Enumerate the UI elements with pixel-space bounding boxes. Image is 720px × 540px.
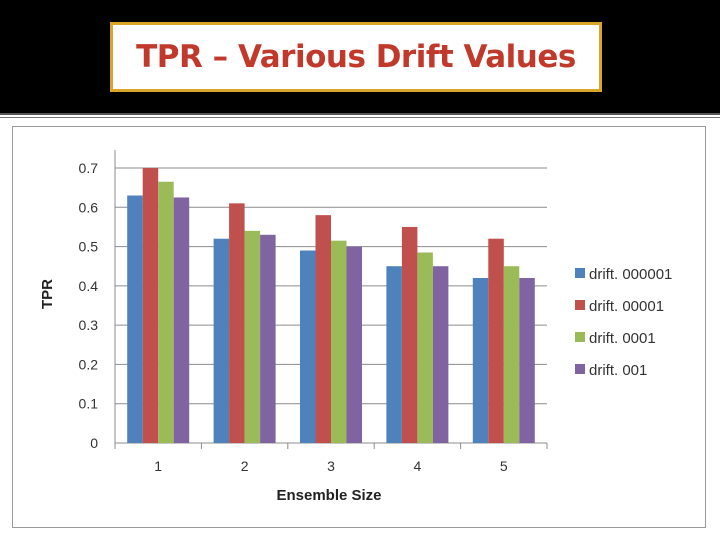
slide-title-box: TPR – Various Drift Values [110,22,602,92]
y-tick-label: 0.6 [79,199,99,215]
bar [472,278,489,443]
legend-swatch [575,268,585,278]
legend-swatch [575,300,585,310]
bar [386,266,402,443]
bar [519,278,535,443]
legend-label: drift. 001 [589,362,647,379]
bar [488,238,504,443]
y-tick-label: 0 [90,435,98,451]
y-tick-label: 0.1 [79,396,99,412]
x-tick-label: 2 [241,458,249,474]
x-tick-label: 1 [154,458,162,474]
bar [213,238,230,443]
bar [417,252,433,443]
legend-swatch [575,364,585,374]
y-axis-title: TPR [39,279,56,309]
legend-label: drift. 000001 [589,266,672,283]
bar [315,215,331,443]
bar [432,266,449,443]
bar [173,197,190,443]
divider-line [0,113,720,115]
bar [229,203,245,443]
y-tick-label: 0.3 [79,317,99,333]
y-tick-label: 0.5 [79,239,99,255]
x-axis-title: Ensemble Size [276,487,381,504]
y-tick-label: 0.7 [79,160,99,176]
legend-swatch [575,332,585,342]
bar [244,230,261,443]
bar [503,266,520,443]
bar [346,246,362,443]
bar [401,226,418,443]
x-tick-label: 3 [327,458,335,474]
divider-line-thin [0,117,720,118]
legend-label: drift. 00001 [589,298,664,315]
y-tick-label: 0.2 [79,356,99,372]
bar [158,181,174,443]
x-tick-label: 5 [500,458,508,474]
bar [142,168,159,443]
y-tick-label: 0.4 [79,278,99,294]
bar [300,250,316,443]
slide-title: TPR – Various Drift Values [136,39,576,75]
bar [127,195,143,443]
x-tick-label: 4 [414,458,422,474]
legend-label: drift. 0001 [589,330,656,347]
bar [260,234,276,443]
bar [331,240,347,443]
